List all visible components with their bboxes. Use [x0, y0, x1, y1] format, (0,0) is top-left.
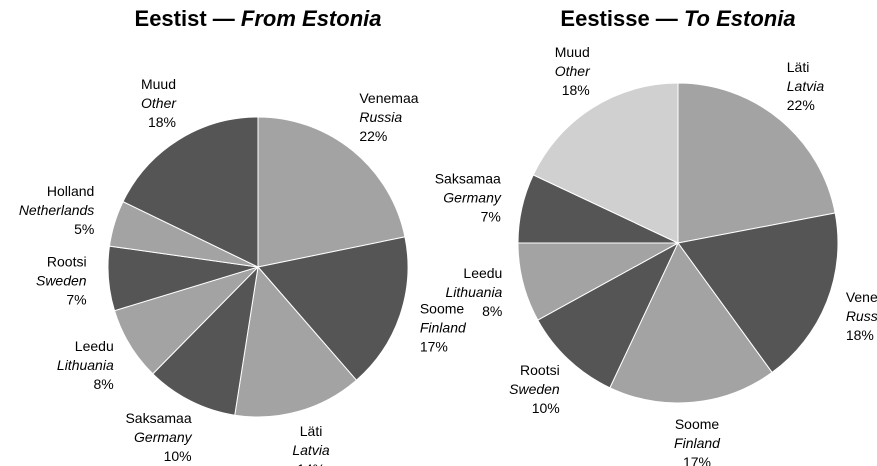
chart-title: Eestist — From Estonia	[135, 6, 382, 31]
pie-slice	[677, 82, 836, 244]
slice-label: 22%	[787, 97, 815, 113]
slice-label: Rootsi	[47, 254, 87, 270]
slice-label: Soome	[420, 300, 465, 316]
slice-label: 18%	[846, 327, 874, 343]
slice-label: Rootsi	[520, 362, 560, 378]
slice-label: Venemaa	[359, 90, 418, 106]
slice-label: Germany	[443, 190, 502, 206]
slice-label: 10%	[532, 400, 560, 416]
pie-slice	[677, 212, 839, 374]
title-et: Eestist —	[135, 6, 235, 31]
slice-label: Lithuania	[446, 284, 503, 300]
slice-label: 10%	[164, 448, 192, 464]
pie-slice	[257, 236, 409, 381]
slice-label: 7%	[481, 209, 501, 225]
slice-label: 14%	[297, 461, 325, 466]
slice-label: Lithuania	[57, 357, 114, 373]
pie-slice	[234, 265, 358, 418]
slice-label: Soome	[675, 416, 720, 432]
slice-label: Venemaa	[846, 289, 877, 305]
slice-label: Germany	[134, 429, 193, 445]
slice-label: Latvia	[787, 78, 825, 94]
slice-label: 5%	[74, 221, 94, 237]
slice-label: Russia	[359, 109, 402, 125]
pie-slice	[122, 116, 259, 268]
slice-label: 18%	[562, 82, 590, 98]
slice-label: Muud	[555, 44, 590, 60]
slice-label: Leedu	[463, 265, 502, 281]
slice-label: 17%	[683, 454, 711, 466]
pie-slice	[609, 242, 773, 404]
slice-label: Sweden	[509, 381, 560, 397]
slice-label: Other	[555, 63, 591, 79]
slice-label: Sweden	[36, 273, 87, 289]
slice-label: Läti	[787, 59, 810, 75]
slice-label: 18%	[148, 114, 176, 130]
slice-label: Finland	[674, 435, 721, 451]
pie-slice	[532, 82, 679, 244]
slice-label: 8%	[482, 303, 502, 319]
slice-label: Leedu	[75, 338, 114, 354]
slice-label: Holland	[47, 183, 94, 199]
chart-title: Eestisse — To Estonia	[560, 6, 795, 31]
slice-label: Läti	[300, 423, 323, 439]
pie-slice	[257, 116, 406, 268]
slice-label: Latvia	[292, 442, 330, 458]
slice-label: Saksamaa	[435, 171, 501, 187]
slice-label: 8%	[94, 376, 114, 392]
slice-label: Other	[141, 95, 177, 111]
pie-slice	[152, 265, 259, 416]
slice-label: 17%	[420, 338, 448, 354]
slice-label: 7%	[66, 292, 86, 308]
slice-label: Netherlands	[19, 202, 95, 218]
pie-slice	[537, 241, 680, 389]
slice-label: Saksamaa	[125, 410, 191, 426]
title-en: From Estonia	[241, 6, 382, 31]
title-et: Eestisse —	[560, 6, 677, 31]
slice-label: 22%	[359, 128, 387, 144]
slice-label: Russia	[846, 308, 877, 324]
slice-label: Finland	[420, 319, 467, 335]
title-en: To Estonia	[684, 6, 796, 31]
slice-label: Muud	[141, 76, 176, 92]
